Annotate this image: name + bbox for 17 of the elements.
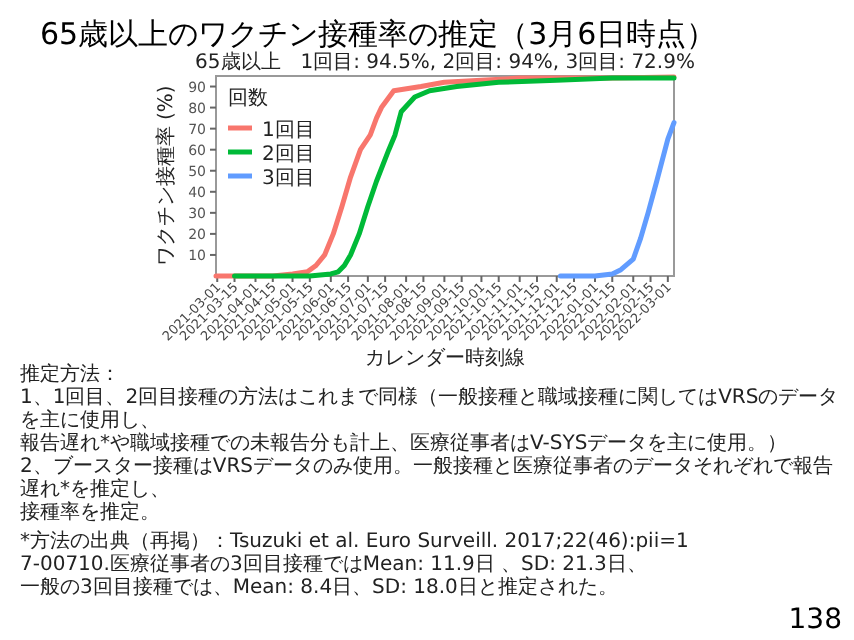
legend-label: 2回目 xyxy=(262,144,315,166)
legend-label: 3回目 xyxy=(262,168,315,190)
chart-title: 65歳以上のワクチン接種率の推定（3月6日時点） xyxy=(40,16,717,52)
text: 138 xyxy=(788,604,842,636)
y-axis-title: ワクチン接種率 (%) xyxy=(154,85,178,267)
x-axis-title: カレンダー時刻線 xyxy=(365,346,525,370)
text: 2、ブースター接種はVRSデータのみ使用。一般接種と医療従事者のデータそれぞれで報告遅れ*を推定し、 xyxy=(20,454,833,501)
text: *方法の出典（再掲）：Tsuzuki et al. Euro Surveill. 2017;22(46):pii=17-00710.医療従事者の3回目接種ではMean: 11.9日 、SD: 21.3日、 xyxy=(20,529,689,576)
legend-title: 回数 xyxy=(228,88,268,110)
text: 接種率を推定。 xyxy=(20,500,160,524)
line-series xyxy=(557,120,677,279)
chart-subtitle: 65歳以上 1回目: 94.5%, 2回目: 94%, 3回目: 72.9% xyxy=(195,50,695,74)
text: 1、1回目、2回目接種の方法はこれまで同様（一般接種と職域接種に関してはVRSのデータを主に使用し、 xyxy=(20,385,839,432)
legend-label: 1回目 xyxy=(262,120,315,142)
text: 一般の3回目接種では、Mean: 8.4日、SD: 18.0日と推定された。 xyxy=(20,575,618,599)
text: 推定方法： xyxy=(20,362,120,386)
text: 報告遅れ*や職域接種での未報告分も計上、医療従事者はV-SYSデータを主に使用。） xyxy=(20,431,788,455)
